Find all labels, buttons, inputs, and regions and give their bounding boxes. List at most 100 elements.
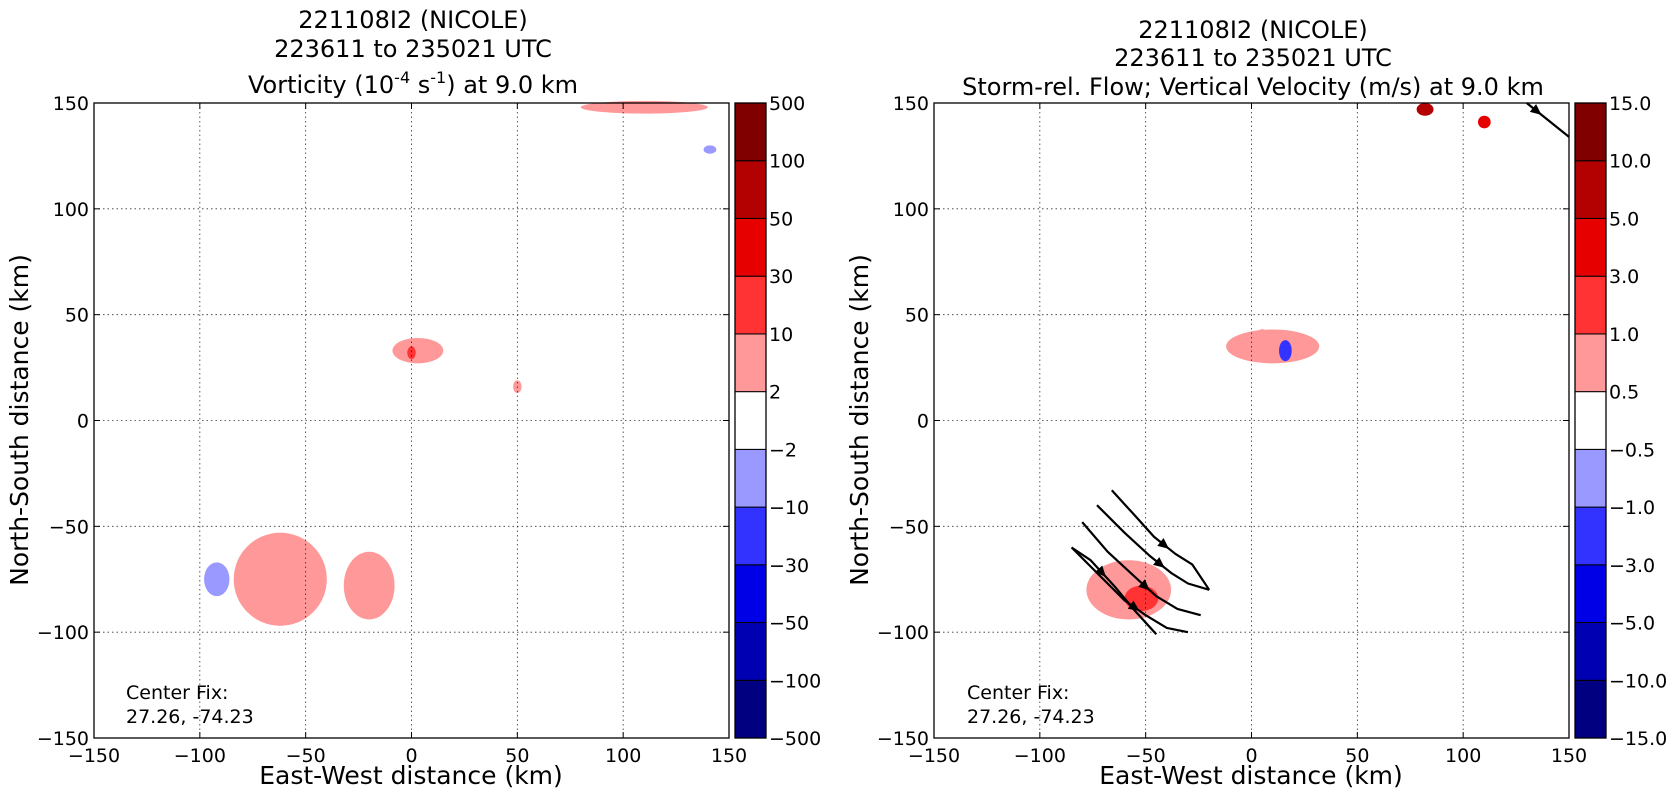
streamline-arrow bbox=[1529, 104, 1542, 115]
streamline-arrow bbox=[1127, 600, 1140, 611]
vorticity-panel: 221108I2 (NICOLE) 223611 to 235021 UTC V… bbox=[5, 6, 821, 790]
colorbar-tick-label: 2 bbox=[769, 382, 781, 404]
colorbar-segment bbox=[1574, 160, 1607, 219]
right-title-line1: 221108I2 (NICOLE) bbox=[1138, 16, 1368, 44]
right-y-axis-label: North-South distance (km) bbox=[845, 254, 874, 586]
x-tick-label: −50 bbox=[1126, 745, 1166, 767]
colorbar-tick-label: 15.0 bbox=[1609, 93, 1651, 115]
x-tick-label: 100 bbox=[1445, 745, 1481, 767]
streamline-arrow bbox=[1138, 579, 1150, 591]
colorbar-tick-label: −500 bbox=[769, 728, 821, 750]
vorticity-field bbox=[204, 100, 717, 626]
streamline bbox=[1070, 546, 1158, 636]
colorbar-tick-label: −10.0 bbox=[1609, 670, 1667, 692]
x-tick-label: −150 bbox=[68, 745, 120, 767]
left-grid bbox=[94, 103, 729, 738]
left-center-fix-value: 27.26, -74.23 bbox=[126, 706, 254, 728]
x-tick-label: −100 bbox=[1014, 745, 1066, 767]
field-patch bbox=[580, 100, 708, 114]
x-tick-label: 100 bbox=[605, 745, 641, 767]
right-center-fix-value: 27.26, -74.23 bbox=[967, 706, 1095, 728]
y-tick-label: 0 bbox=[917, 411, 929, 433]
y-tick-label: −50 bbox=[49, 516, 89, 538]
y-tick-label: 100 bbox=[53, 199, 89, 221]
colorbar-tick-label: 3.0 bbox=[1609, 266, 1639, 288]
field-patch bbox=[1279, 340, 1292, 362]
streamline-arrow bbox=[1094, 565, 1106, 577]
y-tick-label: 50 bbox=[905, 305, 929, 327]
colorbar-segment bbox=[734, 391, 767, 450]
field-patch bbox=[233, 532, 327, 626]
colorbar-tick-label: 100 bbox=[769, 151, 805, 173]
left-ticks: −150 −100 −50 0 50 100 150 −150 −100 −50 0 50 100 150 bbox=[37, 93, 747, 767]
colorbar-segment bbox=[1574, 448, 1607, 508]
colorbar-tick-label: 30 bbox=[769, 266, 793, 288]
x-tick-label: 0 bbox=[405, 745, 417, 767]
y-tick-label: −50 bbox=[889, 516, 929, 538]
colorbar-segment bbox=[734, 679, 767, 739]
colorbar-segment bbox=[1574, 506, 1607, 566]
colorbar-tick-label: −2 bbox=[769, 439, 797, 461]
colorbar-tick-label: −3.0 bbox=[1609, 555, 1655, 577]
colorbar-tick-label: −10 bbox=[769, 497, 809, 519]
y-tick-label: 150 bbox=[53, 93, 89, 115]
vertical-velocity-panel: 221108I2 (NICOLE) 223611 to 235021 UTC S… bbox=[845, 16, 1667, 790]
field-patch bbox=[703, 145, 717, 154]
colorbar-tick-label: −5.0 bbox=[1609, 613, 1655, 635]
field-patch bbox=[1226, 329, 1320, 364]
field-patch bbox=[1477, 115, 1491, 129]
vertical-velocity-field bbox=[1086, 103, 1491, 620]
y-tick-label: −100 bbox=[37, 622, 89, 644]
colorbar-tick-label: −30 bbox=[769, 555, 809, 577]
colorbar-segment bbox=[1574, 217, 1607, 277]
x-tick-label: 50 bbox=[1345, 745, 1369, 767]
y-tick-label: 50 bbox=[65, 305, 89, 327]
right-grid bbox=[934, 103, 1569, 738]
streamline-arrow bbox=[1157, 538, 1170, 549]
colorbar-segment bbox=[734, 564, 767, 624]
colorbar-tick-label: −50 bbox=[769, 613, 809, 635]
left-center-fix-label: Center Fix: bbox=[126, 682, 228, 704]
colorbar-segment bbox=[734, 333, 767, 393]
right-center-fix-label: Center Fix: bbox=[967, 682, 1069, 704]
colorbar-frame bbox=[1574, 102, 1607, 739]
y-tick-label: −100 bbox=[877, 622, 929, 644]
colorbar-segment bbox=[734, 506, 767, 566]
x-tick-label: −100 bbox=[174, 745, 226, 767]
left-title-line1: 221108I2 (NICOLE) bbox=[298, 6, 528, 34]
y-tick-label: −150 bbox=[877, 728, 929, 750]
colorbar-tick-label: 500 bbox=[769, 93, 805, 115]
colorbar-segment bbox=[734, 622, 767, 681]
colorbar-tick-label: 5.0 bbox=[1609, 208, 1639, 230]
y-tick-label: 0 bbox=[77, 411, 89, 433]
vertical-velocity-colorbar: −15.0 −10.0 −5.0 −3.0 −1.0 −0.5 0.5 1.0 3.0 5.0 10… bbox=[1574, 93, 1667, 750]
colorbar-segment bbox=[1574, 564, 1607, 624]
colorbar-tick-label: −15.0 bbox=[1609, 728, 1667, 750]
colorbar-tick-label: 0.5 bbox=[1609, 382, 1639, 404]
colorbar-segment bbox=[734, 160, 767, 219]
right-x-axis-label: East-West distance (km) bbox=[1099, 761, 1403, 790]
colorbar-segment bbox=[1574, 102, 1607, 162]
left-x-axis-label: East-West distance (km) bbox=[259, 761, 563, 790]
left-y-axis-label: North-South distance (km) bbox=[5, 254, 34, 586]
storm-relative-streamlines bbox=[1070, 102, 1570, 636]
colorbar-tick-label: 50 bbox=[769, 208, 793, 230]
colorbar-segment bbox=[734, 275, 767, 335]
y-tick-label: 150 bbox=[893, 93, 929, 115]
left-title-line3: Vorticity (10-4 s-1) at 9.0 km bbox=[248, 68, 578, 99]
y-tick-label: −150 bbox=[37, 728, 89, 750]
colorbar-frame bbox=[734, 102, 767, 739]
y-tick-label: 100 bbox=[893, 199, 929, 221]
x-tick-label: 150 bbox=[711, 745, 747, 767]
right-ticks: −150 −100 −50 0 50 100 150 −150 −100 −50 0 50 100 150 bbox=[877, 93, 1587, 767]
field-patch bbox=[1416, 103, 1434, 116]
colorbar-segment bbox=[734, 448, 767, 508]
vorticity-colorbar: −500 −100 −50 −30 −10 −2 2 10 30 50 100 500 bbox=[734, 93, 821, 750]
colorbar-tick-label: 10.0 bbox=[1609, 151, 1651, 173]
field-patch bbox=[407, 346, 416, 360]
colorbar-segment bbox=[734, 102, 767, 162]
field-patch bbox=[392, 337, 444, 364]
colorbar-segment bbox=[1574, 622, 1607, 681]
right-title-line2: 223611 to 235021 UTC bbox=[1114, 44, 1392, 72]
